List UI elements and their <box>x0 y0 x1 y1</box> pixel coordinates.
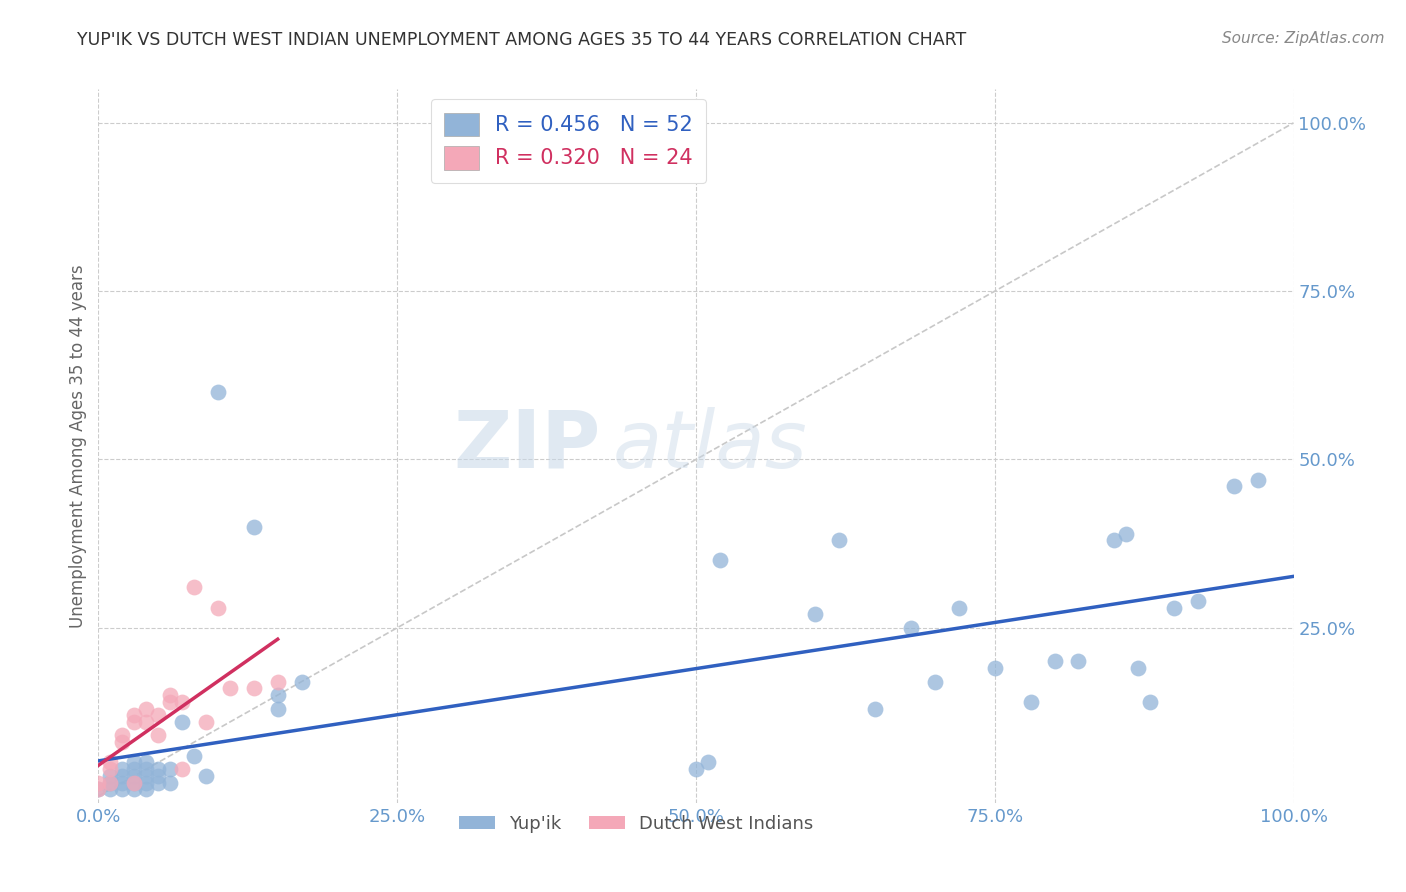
Text: ZIP: ZIP <box>453 407 600 485</box>
Point <box>183 748 205 763</box>
Text: YUP'IK VS DUTCH WEST INDIAN UNEMPLOYMENT AMONG AGES 35 TO 44 YEARS CORRELATION C: YUP'IK VS DUTCH WEST INDIAN UNEMPLOYMENT… <box>77 31 966 49</box>
Point <box>1247 473 1270 487</box>
Point <box>1104 533 1126 548</box>
Point <box>195 769 218 783</box>
Point <box>135 762 157 776</box>
Point <box>124 782 146 797</box>
Point <box>804 607 827 622</box>
Point <box>1187 594 1209 608</box>
Point <box>148 729 170 743</box>
Point <box>172 762 194 776</box>
Point <box>207 385 229 400</box>
Point <box>1043 655 1066 669</box>
Point <box>148 708 170 723</box>
Point <box>900 621 922 635</box>
Point <box>135 782 157 797</box>
Point <box>948 600 970 615</box>
Point <box>124 775 146 789</box>
Point <box>111 735 134 749</box>
Point <box>291 674 314 689</box>
Point <box>124 714 146 729</box>
Point <box>172 714 194 729</box>
Point <box>709 553 731 567</box>
Point <box>148 775 170 789</box>
Point <box>135 714 157 729</box>
Point <box>267 674 290 689</box>
Point <box>183 580 205 594</box>
Point <box>1019 695 1042 709</box>
Point <box>87 775 110 789</box>
Point <box>865 701 887 715</box>
Point <box>124 708 146 723</box>
Legend: Yup'ik, Dutch West Indians: Yup'ik, Dutch West Indians <box>451 808 821 840</box>
Point <box>124 775 146 789</box>
Point <box>98 775 122 789</box>
Text: atlas: atlas <box>613 407 807 485</box>
Point <box>219 681 242 696</box>
Point <box>111 775 134 789</box>
Point <box>1139 695 1161 709</box>
Point <box>98 756 122 770</box>
Point <box>87 782 110 797</box>
Point <box>148 769 170 783</box>
Point <box>98 782 122 797</box>
Point <box>267 688 290 702</box>
Point <box>195 714 218 729</box>
Point <box>135 701 157 715</box>
Point <box>172 695 194 709</box>
Point <box>1223 479 1246 493</box>
Point <box>98 775 122 789</box>
Point <box>98 769 122 783</box>
Point <box>124 762 146 776</box>
Point <box>267 701 290 715</box>
Text: Source: ZipAtlas.com: Source: ZipAtlas.com <box>1222 31 1385 46</box>
Point <box>135 769 157 783</box>
Point <box>685 762 707 776</box>
Point <box>159 688 181 702</box>
Point <box>111 769 134 783</box>
Point <box>697 756 720 770</box>
Point <box>243 520 266 534</box>
Point <box>1115 526 1137 541</box>
Point <box>111 782 134 797</box>
Point <box>159 775 181 789</box>
Point <box>1163 600 1185 615</box>
Point <box>87 782 110 797</box>
Point <box>243 681 266 696</box>
Point <box>1128 661 1150 675</box>
Point <box>148 762 170 776</box>
Point <box>124 769 146 783</box>
Point <box>207 600 229 615</box>
Point <box>111 762 134 776</box>
Point <box>159 762 181 776</box>
Point <box>159 695 181 709</box>
Point <box>135 775 157 789</box>
Point <box>1067 655 1090 669</box>
Point <box>984 661 1007 675</box>
Point <box>111 729 134 743</box>
Point <box>124 756 146 770</box>
Point <box>98 762 122 776</box>
Y-axis label: Unemployment Among Ages 35 to 44 years: Unemployment Among Ages 35 to 44 years <box>69 264 87 628</box>
Point <box>135 756 157 770</box>
Point <box>924 674 946 689</box>
Point <box>828 533 851 548</box>
